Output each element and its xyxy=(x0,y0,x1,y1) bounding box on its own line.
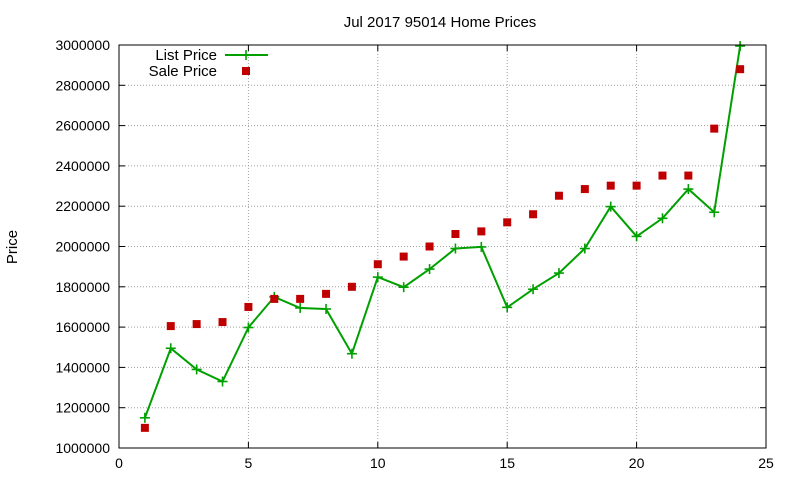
sale-price-point xyxy=(529,210,538,219)
x-tick-label: 25 xyxy=(758,455,774,471)
sale-price-point xyxy=(425,242,434,251)
list-price-point xyxy=(709,207,720,218)
list-price-point xyxy=(476,241,487,252)
x-tick-label: 15 xyxy=(499,455,515,471)
y-tick-label: 2200000 xyxy=(55,198,110,214)
sale-price-point xyxy=(140,423,149,432)
sale-price-point xyxy=(710,124,719,133)
data-series xyxy=(139,41,746,432)
list-price-point xyxy=(191,364,202,375)
y-tick-label: 1600000 xyxy=(55,319,110,335)
list-price-point xyxy=(243,322,254,333)
x-tick-label: 5 xyxy=(245,455,253,471)
list-price-point xyxy=(139,412,150,423)
list-price-point xyxy=(502,302,513,313)
y-tick-label: 2800000 xyxy=(55,77,110,93)
axis-ticks: 0 5 10 15 20 25 1000000 1200000 1400000 1600000 18… xyxy=(55,37,774,471)
list-price-point xyxy=(553,268,564,279)
legend-plus-marker xyxy=(241,50,251,60)
sale-price-point xyxy=(477,227,486,236)
y-tick-label: 2600000 xyxy=(55,118,110,134)
list-price-point xyxy=(683,184,694,195)
list-price-line xyxy=(143,45,742,419)
list-price-point xyxy=(424,264,435,275)
sale-price-point xyxy=(606,181,615,190)
sale-price-point xyxy=(347,282,356,291)
sale-price-point xyxy=(399,252,408,261)
list-price-point xyxy=(631,231,642,242)
list-price-point xyxy=(450,243,461,254)
sale-price-point xyxy=(296,294,305,303)
sale-price-point xyxy=(554,191,563,200)
x-tick-label: 20 xyxy=(629,455,645,471)
sale-price-point xyxy=(270,294,279,303)
list-price-point xyxy=(165,343,176,354)
list-price-point xyxy=(346,348,357,359)
sale-price-point xyxy=(684,171,693,180)
y-axis-label: Price xyxy=(4,230,21,264)
list-price-point xyxy=(528,284,539,295)
sale-price-point xyxy=(373,260,382,269)
list-price-point xyxy=(217,376,228,387)
list-price-point xyxy=(605,201,616,212)
sale-price-point xyxy=(218,318,227,327)
sale-price-point xyxy=(244,302,253,311)
sale-price-point xyxy=(166,322,175,331)
sale-price-point xyxy=(736,65,745,74)
plot-border xyxy=(118,44,767,449)
y-tick-label: 2400000 xyxy=(55,158,110,174)
legend-label: Sale Price xyxy=(149,63,217,80)
sale-price-point xyxy=(580,185,589,194)
legend-label: List Price xyxy=(155,47,217,64)
x-tick-label: 10 xyxy=(370,455,386,471)
y-tick-label: 1000000 xyxy=(55,440,110,456)
sale-price-point xyxy=(658,171,667,180)
list-price-point xyxy=(321,303,332,314)
list-price-point xyxy=(295,302,306,313)
y-tick-label: 1800000 xyxy=(55,279,110,295)
x-tick-label: 0 xyxy=(115,455,123,471)
list-price-point xyxy=(372,272,383,283)
y-tick-label: 1400000 xyxy=(55,359,110,375)
sale-price-point xyxy=(503,218,512,227)
sale-price-point xyxy=(632,181,641,190)
y-tick-label: 1200000 xyxy=(55,400,110,416)
sale-price-point xyxy=(322,289,331,298)
grid-lines xyxy=(119,45,766,448)
y-tick-label: 2000000 xyxy=(55,239,110,255)
list-price-point xyxy=(735,41,746,52)
list-price-point xyxy=(657,213,668,224)
legend-square-marker xyxy=(242,67,250,75)
sale-price-point xyxy=(451,230,460,239)
list-price-point xyxy=(398,282,409,293)
list-price-point xyxy=(579,243,590,254)
chart-title: Jul 2017 95014 Home Prices xyxy=(344,14,537,31)
sale-price-point xyxy=(192,320,201,329)
y-tick-label: 3000000 xyxy=(55,37,110,53)
